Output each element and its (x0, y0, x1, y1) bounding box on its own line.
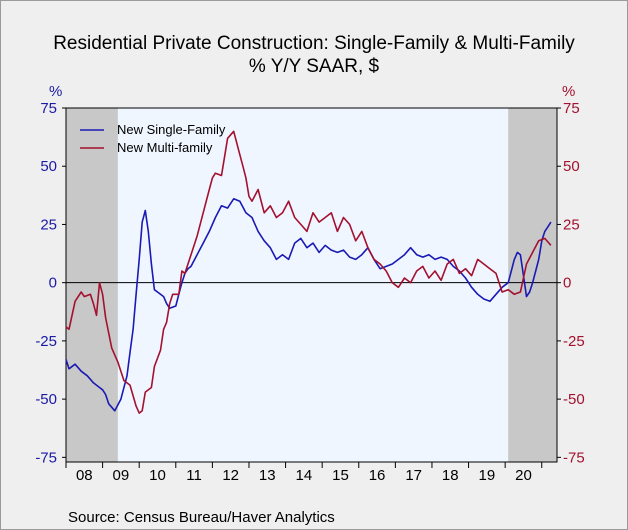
legend: New Single-Family New Multi-family (80, 122, 226, 155)
x-tick-label: 16 (369, 467, 386, 484)
x-tick-label: 12 (222, 467, 239, 484)
y-tick-label-left: 0 (49, 275, 57, 292)
source-note: Source: Census Bureau/Haver Analytics (68, 509, 335, 526)
x-tick-label: 18 (442, 467, 459, 484)
y-tick-label-right: 0 (563, 275, 571, 292)
legend-label-single-family: New Single-Family (117, 122, 226, 137)
x-tick-label: 08 (76, 467, 93, 484)
y-tick-label-left: 50 (40, 158, 57, 175)
y-tick-label-left: 75 (40, 100, 57, 117)
y-tick-label-left: -50 (35, 391, 57, 408)
x-tick-label: 14 (296, 467, 313, 484)
plot-border (65, 107, 558, 463)
chart-title: Residential Private Construction: Single… (53, 33, 575, 54)
y-tick-label-right: 75 (563, 100, 580, 117)
y-tick-label-left: -25 (35, 333, 57, 350)
recession-band (66, 108, 118, 462)
y-tick-label-right: 25 (563, 216, 580, 233)
y-tick-label-left: -75 (35, 449, 57, 466)
x-tick-label: 10 (149, 467, 166, 484)
y-tick-label-right: -50 (563, 391, 585, 408)
x-tick-label: 15 (332, 467, 349, 484)
x-tick-label: 19 (479, 467, 496, 484)
series-line-multi-family (65, 130, 552, 414)
x-tick-label: 20 (515, 467, 532, 484)
series-line-single-family (65, 198, 552, 412)
legend-label-multi-family: New Multi-family (117, 140, 213, 155)
y-tick-label-right: -75 (563, 449, 585, 466)
y-tick-label-right: 50 (563, 158, 580, 175)
x-tick-label: 17 (405, 467, 422, 484)
right-axis-unit: % (562, 83, 576, 100)
x-tick-label: 11 (186, 467, 202, 484)
chart-subtitle: % Y/Y SAAR, $ (248, 56, 380, 77)
y-tick-label-right: -25 (563, 333, 585, 350)
left-axis-unit: % (49, 83, 63, 100)
y-tick-label-left: 25 (40, 216, 57, 233)
plot-background (66, 108, 557, 462)
x-tick-label: 09 (113, 467, 130, 484)
x-tick-label: 13 (259, 467, 276, 484)
plot-area: 75 75 50 50 25 25 0 0 -25 -25 -50 -50 -75 -75 08 09 10 11… (35, 100, 584, 484)
